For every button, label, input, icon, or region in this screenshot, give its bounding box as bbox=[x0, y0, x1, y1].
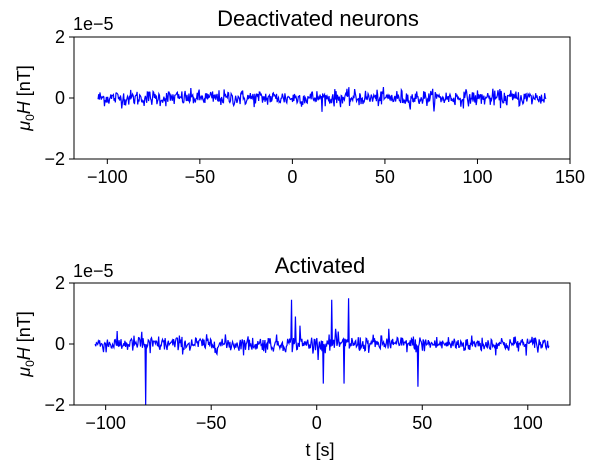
y-label-mu: μ bbox=[14, 121, 34, 132]
subplot-activated: Activated 1e−5 μ0H [nT] t [s] −100 −50 0 50… bbox=[14, 253, 571, 460]
y-tick-label: 0 bbox=[55, 334, 65, 354]
x-tick-label: 50 bbox=[412, 413, 432, 433]
svg-text:μ0H [nT]: μ0H [nT] bbox=[14, 65, 37, 132]
y-label-sub: 0 bbox=[23, 114, 37, 121]
y-tick-label: −2 bbox=[44, 149, 65, 169]
x-tick-label: 0 bbox=[287, 167, 297, 187]
plot-area: −100 −50 0 50 100 150 −2 0 2 bbox=[44, 27, 585, 187]
x-axis-label: t [s] bbox=[305, 440, 334, 460]
y-axis-label: μ0H [nT] bbox=[14, 65, 37, 132]
y-tick-label: 2 bbox=[55, 273, 65, 293]
y-label-unit: [nT] bbox=[14, 311, 34, 347]
offset-text: 1e−5 bbox=[73, 14, 114, 34]
x-tick-label: 100 bbox=[462, 167, 492, 187]
series-line bbox=[94, 298, 550, 406]
chart-title: Activated bbox=[275, 253, 366, 278]
x-tick-label: 0 bbox=[312, 413, 322, 433]
y-tick-label: 2 bbox=[55, 27, 65, 47]
x-tick-label: −100 bbox=[85, 413, 126, 433]
x-tick-label: −50 bbox=[185, 167, 216, 187]
y-label-mu: μ bbox=[14, 367, 34, 378]
x-tick-label: −100 bbox=[87, 167, 128, 187]
y-label-h: H bbox=[14, 346, 34, 360]
y-tick-label: −2 bbox=[44, 395, 65, 415]
x-tick-label: 50 bbox=[375, 167, 395, 187]
plot-area: −100 −50 0 50 100 −2 0 2 bbox=[44, 273, 571, 433]
chart-title: Deactivated neurons bbox=[217, 6, 419, 31]
series-line bbox=[97, 86, 547, 112]
subplot-deactivated: Deactivated neurons 1e−5 μ0H [nT] −100 −5… bbox=[14, 6, 585, 187]
y-label-sub: 0 bbox=[23, 360, 37, 367]
y-label-h: H bbox=[14, 100, 34, 114]
svg-text:μ0H [nT]: μ0H [nT] bbox=[14, 311, 37, 378]
x-tick-label: −50 bbox=[196, 413, 227, 433]
x-tick-label: 150 bbox=[555, 167, 585, 187]
y-tick-label: 0 bbox=[55, 88, 65, 108]
y-label-unit: [nT] bbox=[14, 65, 34, 101]
x-tick-label: 100 bbox=[513, 413, 543, 433]
y-axis-label: μ0H [nT] bbox=[14, 311, 37, 378]
offset-text: 1e−5 bbox=[73, 261, 114, 281]
